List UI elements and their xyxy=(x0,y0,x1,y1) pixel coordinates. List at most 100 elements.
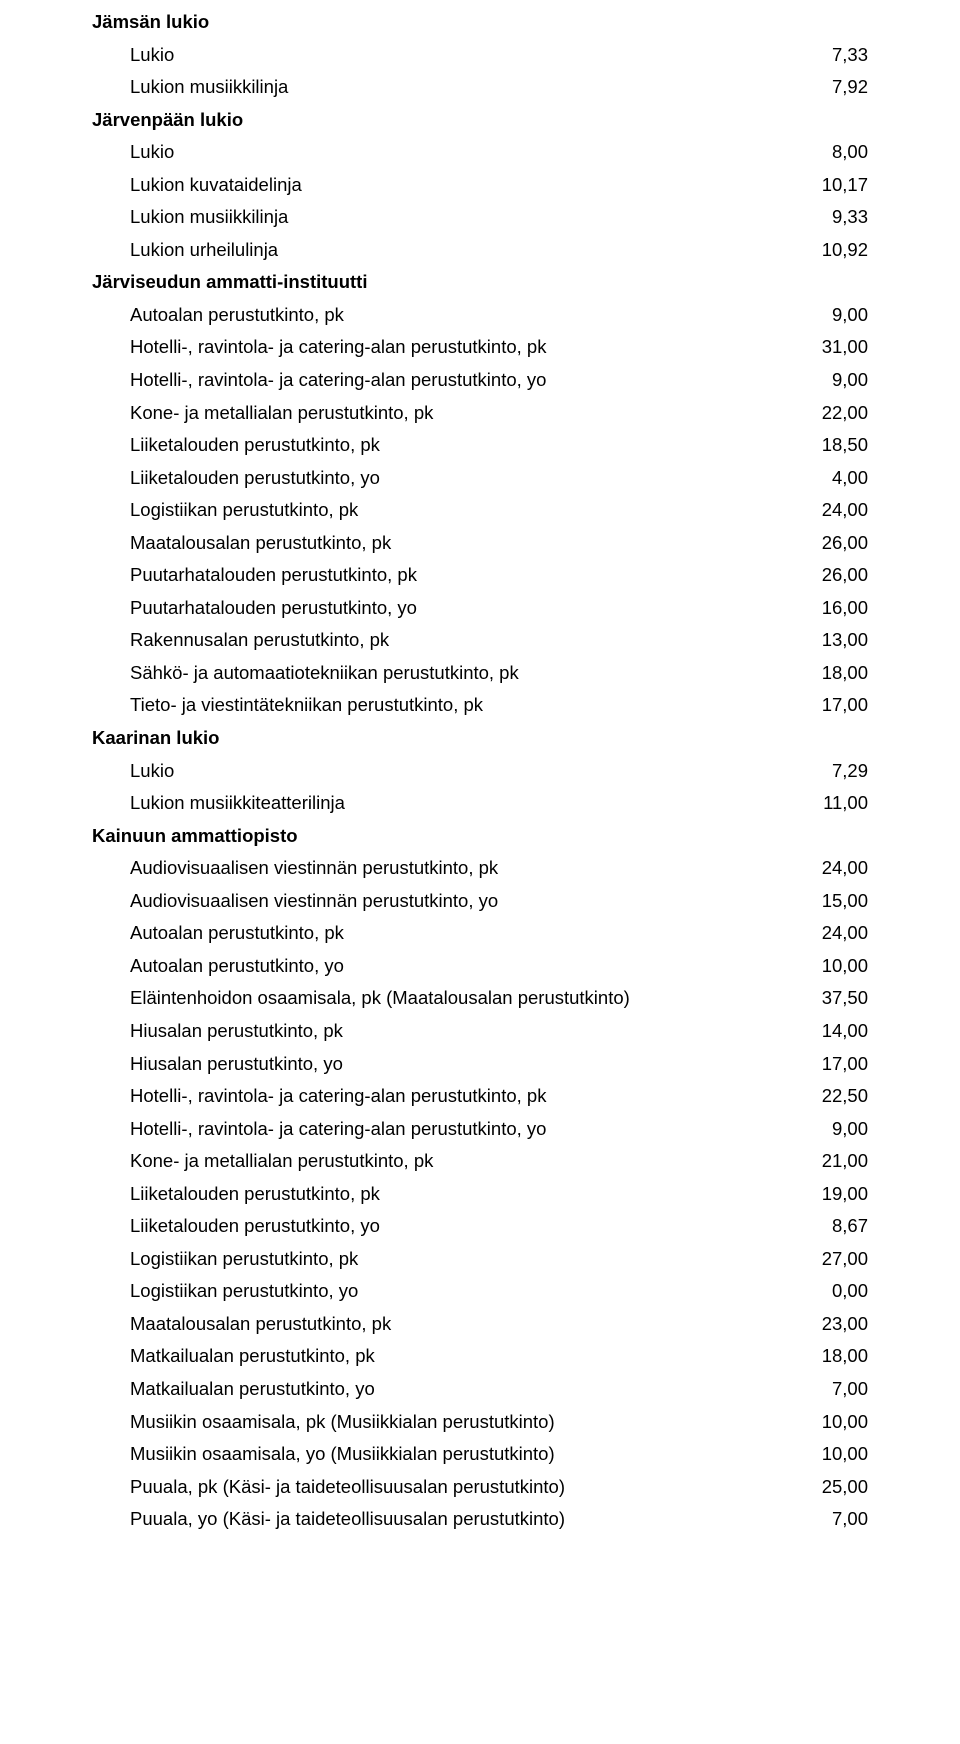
data-row: Hiusalan perustutkinto, yo17,00 xyxy=(92,1048,868,1081)
row-value: 13,00 xyxy=(798,624,868,657)
row-label: Lukion musiikkilinja xyxy=(130,71,798,104)
data-row: Liiketalouden perustutkinto, yo8,67 xyxy=(92,1210,868,1243)
data-row: Puuala, yo (Käsi- ja taideteollisuusalan… xyxy=(92,1503,868,1536)
row-value: 26,00 xyxy=(798,559,868,592)
row-label: Matkailualan perustutkinto, yo xyxy=(130,1373,798,1406)
data-row: Autoalan perustutkinto, pk9,00 xyxy=(92,299,868,332)
row-value: 16,00 xyxy=(798,592,868,625)
row-label: Audiovisuaalisen viestinnän perustutkint… xyxy=(130,885,798,918)
row-label: Logistiikan perustutkinto, pk xyxy=(130,1243,798,1276)
row-label: Autoalan perustutkinto, yo xyxy=(130,950,798,983)
data-row: Matkailualan perustutkinto, yo7,00 xyxy=(92,1373,868,1406)
row-label: Puuala, yo (Käsi- ja taideteollisuusalan… xyxy=(130,1503,798,1536)
section-header: Jämsän lukio xyxy=(92,6,868,39)
row-value: 15,00 xyxy=(798,885,868,918)
row-label: Hiusalan perustutkinto, pk xyxy=(130,1015,798,1048)
data-row: Lukio8,00 xyxy=(92,136,868,169)
row-value: 22,50 xyxy=(798,1080,868,1113)
row-value: 25,00 xyxy=(798,1471,868,1504)
row-label: Autoalan perustutkinto, pk xyxy=(130,917,798,950)
row-label: Lukion musiikkilinja xyxy=(130,201,798,234)
data-row: Maatalousalan perustutkinto, pk23,00 xyxy=(92,1308,868,1341)
data-row: Liiketalouden perustutkinto, pk18,50 xyxy=(92,429,868,462)
data-row: Musiikin osaamisala, pk (Musiikkialan pe… xyxy=(92,1406,868,1439)
row-value: 10,00 xyxy=(798,1438,868,1471)
row-value: 10,00 xyxy=(798,1406,868,1439)
row-label: Matkailualan perustutkinto, pk xyxy=(130,1340,798,1373)
row-label: Lukion urheilulinja xyxy=(130,234,798,267)
document-body: Jämsän lukioLukio7,33Lukion musiikkilinj… xyxy=(92,6,868,1536)
row-value: 14,00 xyxy=(798,1015,868,1048)
data-row: Kone- ja metallialan perustutkinto, pk22… xyxy=(92,397,868,430)
data-row: Hotelli-, ravintola- ja catering-alan pe… xyxy=(92,331,868,364)
row-label: Musiikin osaamisala, pk (Musiikkialan pe… xyxy=(130,1406,798,1439)
data-row: Audiovisuaalisen viestinnän perustutkint… xyxy=(92,852,868,885)
data-row: Lukion musiikkilinja7,92 xyxy=(92,71,868,104)
data-row: Lukio7,29 xyxy=(92,755,868,788)
data-row: Kone- ja metallialan perustutkinto, pk21… xyxy=(92,1145,868,1178)
row-label: Liiketalouden perustutkinto, pk xyxy=(130,429,798,462)
row-label: Lukio xyxy=(130,755,798,788)
row-label: Autoalan perustutkinto, pk xyxy=(130,299,798,332)
data-row: Logistiikan perustutkinto, yo0,00 xyxy=(92,1275,868,1308)
data-row: Lukion urheilulinja10,92 xyxy=(92,234,868,267)
row-value: 24,00 xyxy=(798,852,868,885)
row-label: Lukion kuvataidelinja xyxy=(130,169,798,202)
row-label: Audiovisuaalisen viestinnän perustutkint… xyxy=(130,852,798,885)
row-label: Liiketalouden perustutkinto, yo xyxy=(130,1210,798,1243)
data-row: Tieto- ja viestintätekniikan perustutkin… xyxy=(92,689,868,722)
data-row: Logistiikan perustutkinto, pk27,00 xyxy=(92,1243,868,1276)
row-label: Lukio xyxy=(130,136,798,169)
row-label: Sähkö- ja automaatiotekniikan perustutki… xyxy=(130,657,798,690)
row-value: 31,00 xyxy=(798,331,868,364)
row-label: Hotelli-, ravintola- ja catering-alan pe… xyxy=(130,364,798,397)
data-row: Hotelli-, ravintola- ja catering-alan pe… xyxy=(92,1113,868,1146)
row-label: Eläintenhoidon osaamisala, pk (Maatalous… xyxy=(130,982,798,1015)
section-header: Järvenpään lukio xyxy=(92,104,868,137)
row-label: Puutarhatalouden perustutkinto, yo xyxy=(130,592,798,625)
data-row: Rakennusalan perustutkinto, pk13,00 xyxy=(92,624,868,657)
data-row: Puuala, pk (Käsi- ja taideteollisuusalan… xyxy=(92,1471,868,1504)
row-label: Lukio xyxy=(130,39,798,72)
row-value: 10,00 xyxy=(798,950,868,983)
row-label: Musiikin osaamisala, yo (Musiikkialan pe… xyxy=(130,1438,798,1471)
row-label: Liiketalouden perustutkinto, pk xyxy=(130,1178,798,1211)
row-value: 26,00 xyxy=(798,527,868,560)
row-value: 17,00 xyxy=(798,1048,868,1081)
row-label: Puutarhatalouden perustutkinto, pk xyxy=(130,559,798,592)
row-label: Logistiikan perustutkinto, pk xyxy=(130,494,798,527)
row-value: 24,00 xyxy=(798,494,868,527)
row-label: Kone- ja metallialan perustutkinto, pk xyxy=(130,1145,798,1178)
row-value: 9,33 xyxy=(798,201,868,234)
data-row: Eläintenhoidon osaamisala, pk (Maatalous… xyxy=(92,982,868,1015)
data-row: Audiovisuaalisen viestinnän perustutkint… xyxy=(92,885,868,918)
row-value: 0,00 xyxy=(798,1275,868,1308)
row-label: Maatalousalan perustutkinto, pk xyxy=(130,527,798,560)
row-value: 22,00 xyxy=(798,397,868,430)
row-value: 17,00 xyxy=(798,689,868,722)
data-row: Lukion kuvataidelinja10,17 xyxy=(92,169,868,202)
data-row: Lukion musiikkiteatterilinja11,00 xyxy=(92,787,868,820)
row-label: Hotelli-, ravintola- ja catering-alan pe… xyxy=(130,1113,798,1146)
row-value: 18,50 xyxy=(798,429,868,462)
row-value: 27,00 xyxy=(798,1243,868,1276)
row-label: Logistiikan perustutkinto, yo xyxy=(130,1275,798,1308)
data-row: Sähkö- ja automaatiotekniikan perustutki… xyxy=(92,657,868,690)
data-row: Musiikin osaamisala, yo (Musiikkialan pe… xyxy=(92,1438,868,1471)
row-value: 19,00 xyxy=(798,1178,868,1211)
data-row: Autoalan perustutkinto, pk24,00 xyxy=(92,917,868,950)
row-label: Hiusalan perustutkinto, yo xyxy=(130,1048,798,1081)
data-row: Autoalan perustutkinto, yo10,00 xyxy=(92,950,868,983)
row-value: 9,00 xyxy=(798,364,868,397)
row-value: 9,00 xyxy=(798,299,868,332)
row-label: Liiketalouden perustutkinto, yo xyxy=(130,462,798,495)
row-value: 23,00 xyxy=(798,1308,868,1341)
data-row: Matkailualan perustutkinto, pk18,00 xyxy=(92,1340,868,1373)
row-label: Tieto- ja viestintätekniikan perustutkin… xyxy=(130,689,798,722)
data-row: Puutarhatalouden perustutkinto, pk26,00 xyxy=(92,559,868,592)
row-value: 8,00 xyxy=(798,136,868,169)
row-value: 7,00 xyxy=(798,1503,868,1536)
row-value: 11,00 xyxy=(798,787,868,820)
row-value: 18,00 xyxy=(798,657,868,690)
data-row: Lukio7,33 xyxy=(92,39,868,72)
